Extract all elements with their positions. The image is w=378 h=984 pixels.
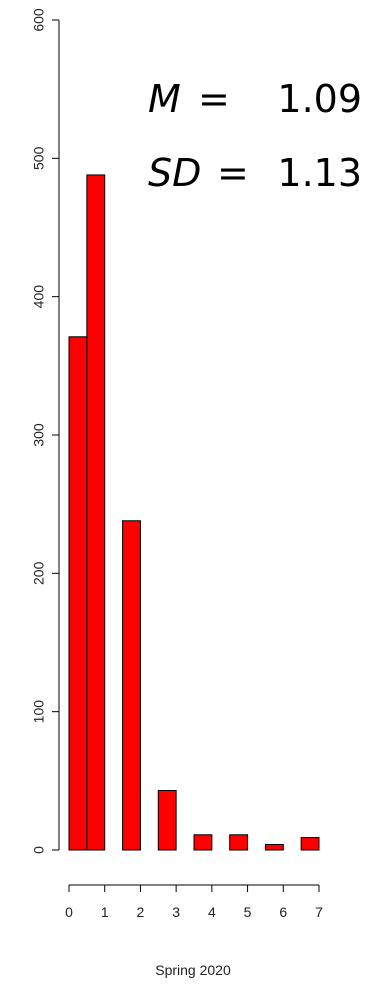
- bar: [229, 834, 249, 851]
- sd-label: SD: [148, 151, 201, 195]
- mean-equals: =: [198, 77, 230, 121]
- bar: [300, 837, 320, 851]
- sd-annotation: SD = 1.13: [148, 151, 362, 195]
- bar: [122, 520, 141, 851]
- x-tick-label: 7: [315, 904, 323, 920]
- y-tick-label: 0: [31, 846, 47, 854]
- x-axis-title: Spring 2020: [155, 962, 231, 978]
- bar: [68, 336, 88, 851]
- mean-label: M: [148, 77, 181, 121]
- bars: [68, 174, 320, 851]
- x-tick-label: 0: [65, 904, 73, 920]
- x-tick-label: 2: [137, 904, 145, 920]
- x-tick-label: 1: [101, 904, 109, 920]
- y-tick-label: 600: [31, 8, 47, 32]
- y-tick-label: 200: [31, 561, 47, 585]
- bar: [193, 834, 213, 851]
- x-tick-label: 3: [172, 904, 180, 920]
- sd-equals: =: [217, 151, 249, 195]
- sd-value: 1.13: [277, 151, 362, 195]
- x-axis: 0 1 2 3 4 5 6 7: [65, 884, 323, 920]
- mean-annotation: M = 1.09: [148, 77, 362, 121]
- x-tick-label: 6: [279, 904, 287, 920]
- mean-value: 1.09: [277, 77, 362, 121]
- bar: [86, 174, 106, 851]
- y-axis: 0 100 200 300 400 500 600: [31, 8, 60, 854]
- y-tick-label: 300: [31, 423, 47, 447]
- bar: [264, 843, 284, 851]
- bar: [157, 790, 177, 851]
- y-tick-label: 100: [31, 700, 47, 724]
- y-tick-label: 500: [31, 146, 47, 170]
- x-tick-label: 5: [244, 904, 252, 920]
- y-tick-label: 400: [31, 285, 47, 309]
- x-tick-label: 4: [208, 904, 216, 920]
